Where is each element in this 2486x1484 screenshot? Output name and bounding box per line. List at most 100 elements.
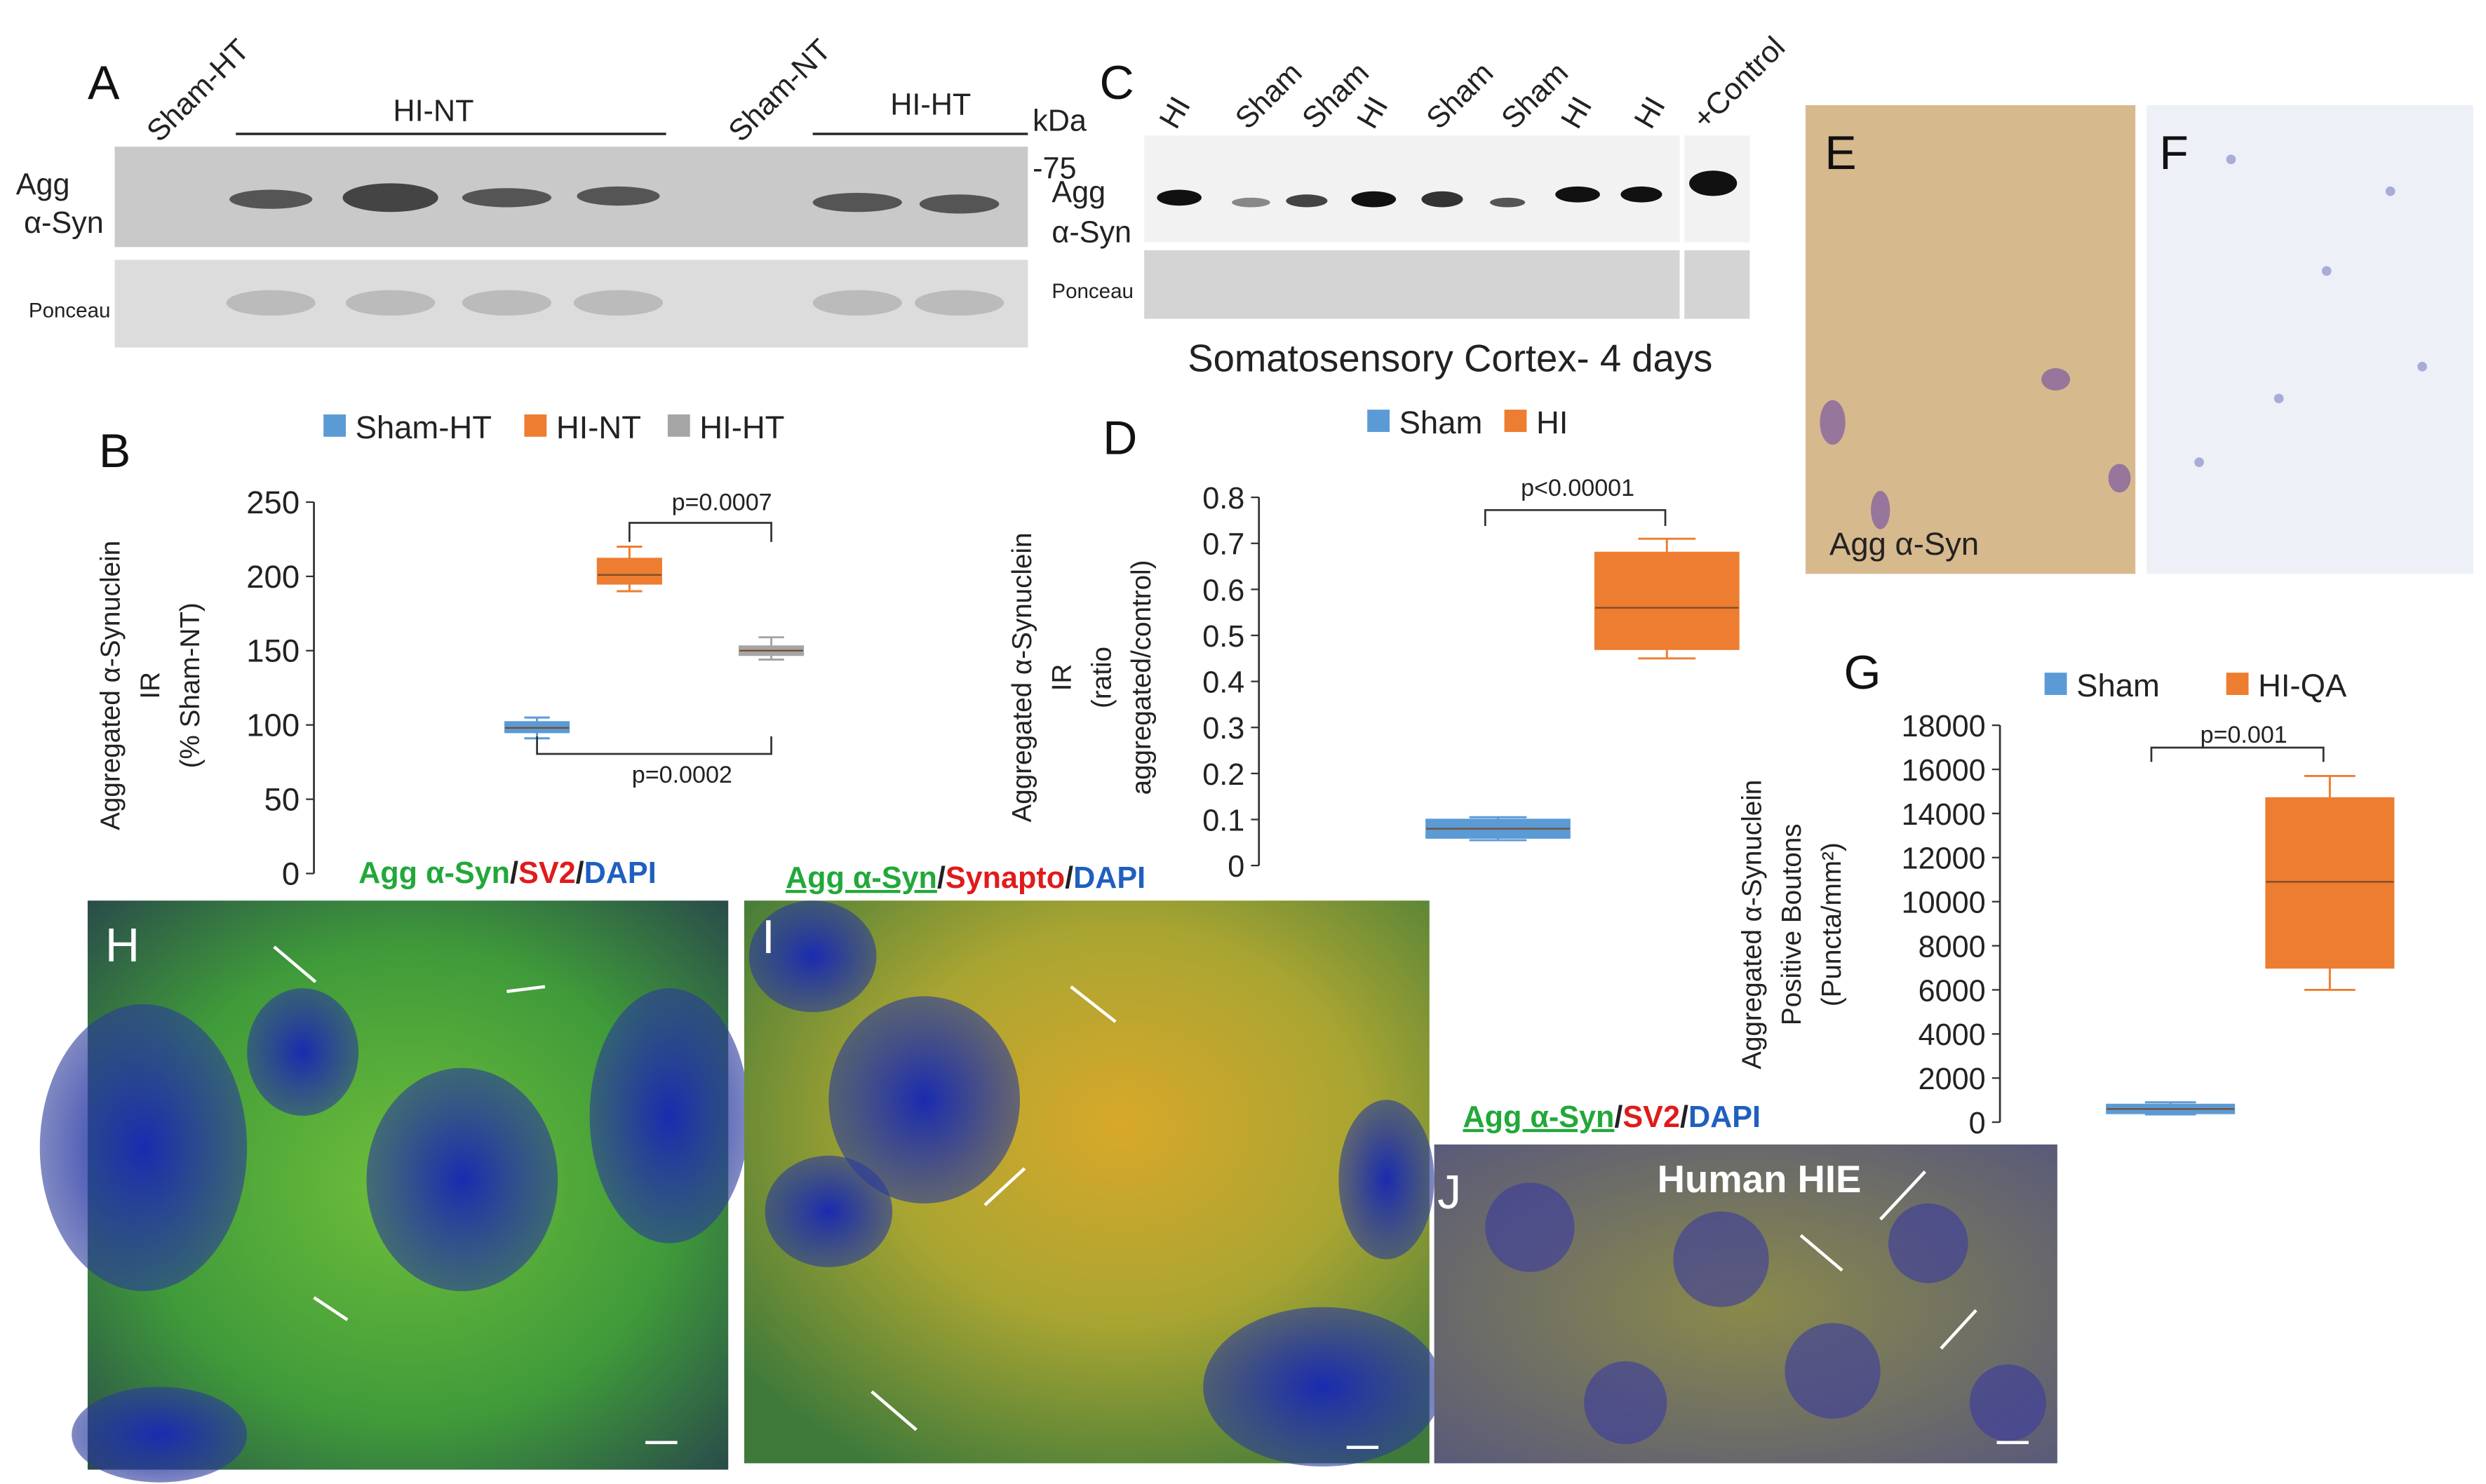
- marker: -75: [1033, 152, 1076, 186]
- legend-swatch: [1504, 410, 1527, 432]
- significance-bracket: [536, 736, 772, 755]
- annotation: p=0.0007: [672, 489, 772, 515]
- y-axis-label: aggregated/control): [1127, 560, 1157, 795]
- y-axis-label: Aggregated α-Synuclein: [1007, 532, 1037, 822]
- y-tick-label: 0.6: [1202, 574, 1244, 607]
- y-tick-label: 6000: [1919, 974, 1986, 1008]
- blot: [1144, 135, 1680, 243]
- legend-swatch: [524, 414, 547, 437]
- arrows: [273, 945, 2029, 1449]
- panel-letter: B: [99, 424, 130, 478]
- legend-label: Sham-HT: [356, 410, 492, 445]
- lane-labels: HI Sham Sham HI Sham Sham HI HI +Control: [1153, 30, 1792, 135]
- nuclei: [1485, 1182, 2046, 1445]
- panel-letter: C: [1100, 56, 1134, 109]
- ponceau: [1684, 250, 1750, 319]
- legend-label: HI-QA: [2258, 668, 2347, 703]
- box: [1594, 551, 1740, 650]
- group-label: HI-HT: [890, 88, 971, 122]
- y-tick-label: 200: [246, 559, 300, 595]
- stain-label: Agg α-Syn/SV2/DAPI: [1463, 1100, 1761, 1134]
- lane-label: HI: [1628, 91, 1672, 134]
- row-label: α-Syn: [1051, 215, 1131, 249]
- y-axis-label: Positive Boutons: [1777, 823, 1807, 1025]
- y-axis-label: IR: [1047, 664, 1077, 692]
- lane-label: Sham: [1229, 56, 1309, 136]
- caption: Human HIE: [1658, 1158, 1862, 1201]
- panel-letter: F: [2159, 126, 2189, 180]
- y-tick-label: 0.3: [1202, 712, 1244, 746]
- row-label: Agg: [16, 168, 70, 201]
- annotation: p=0.001: [2201, 722, 2287, 748]
- nuclei: [748, 900, 1442, 1466]
- y-tick-label: 0.4: [1202, 666, 1244, 700]
- chart-title: Somatosensory Cortex- 4 days: [1188, 337, 1712, 380]
- y-tick-label: 18000: [1902, 710, 1986, 743]
- stain-label: Agg α-Syn/SV2/DAPI: [358, 856, 657, 890]
- y-tick-label: 2000: [1919, 1063, 1986, 1096]
- lane-label: Sham-HT: [140, 33, 255, 149]
- panel-letter: H: [105, 918, 140, 971]
- y-axis-label: (% Sham-NT): [175, 602, 206, 768]
- annotation: p=0.0002: [632, 762, 732, 788]
- y-tick-label: 150: [246, 633, 300, 669]
- significance-bracket: [628, 522, 772, 542]
- ponceau: [1144, 250, 1680, 319]
- y-tick-label: 50: [264, 781, 300, 817]
- legend-label: HI-HT: [699, 410, 784, 445]
- cells: [2194, 154, 2427, 467]
- ihc-image: [2146, 105, 2473, 574]
- y-tick-label: 16000: [1902, 754, 1986, 788]
- y-axis-label: (Puncta/mm²): [1817, 842, 1847, 1006]
- y-tick-label: 0: [1228, 850, 1244, 884]
- y-tick-label: 4000: [1919, 1018, 1986, 1052]
- y-axis-label: Aggregated α-Synuclein: [1737, 780, 1767, 1070]
- y-tick-label: 12000: [1902, 842, 1986, 876]
- lane-label: Sham-NT: [723, 33, 838, 149]
- y-tick-label: 0: [1969, 1107, 1986, 1140]
- lane-label: HI: [1554, 91, 1599, 134]
- panel-letter: A: [88, 56, 120, 109]
- loading-label: Ponceau: [1051, 280, 1134, 303]
- box: [596, 558, 662, 585]
- legend-label: Sham: [1399, 405, 1483, 440]
- group-label: HI-NT: [393, 95, 473, 128]
- y-tick-label: 0.1: [1202, 804, 1244, 837]
- significance-bracket: [1484, 508, 1667, 527]
- panel-letter: D: [1103, 412, 1137, 465]
- legend-label: HI-NT: [556, 410, 641, 445]
- row-label: Agg: [1051, 176, 1106, 210]
- panel-letter: J: [1437, 1166, 1461, 1219]
- y-tick-label: 0.2: [1202, 758, 1244, 792]
- y-axis-label: IR: [135, 672, 166, 699]
- legend-swatch: [1367, 410, 1390, 432]
- legend-label: Sham: [2076, 668, 2160, 703]
- y-tick-label: 100: [246, 708, 300, 743]
- lane-label: +Control: [1686, 30, 1792, 135]
- box: [2265, 797, 2395, 969]
- y-axis-label: (ratio: [1087, 647, 1117, 708]
- cells: [1820, 368, 2131, 529]
- stain-label: Agg α-Syn/Synapto/DAPI: [786, 861, 1145, 895]
- significance-bracket: [2150, 746, 2325, 762]
- legend-swatch: [667, 414, 690, 437]
- row-label: α-Syn: [24, 206, 104, 240]
- y-axis-label: Aggregated α-Synuclein: [95, 541, 126, 830]
- legend-swatch: [2226, 673, 2249, 695]
- nuclei: [39, 988, 749, 1483]
- panel-letter: I: [762, 910, 775, 964]
- lane-label: Sham: [1495, 56, 1575, 136]
- y-tick-label: 0.7: [1202, 528, 1244, 562]
- ihc-label: Agg α-Syn: [1829, 526, 1979, 562]
- annotation: p<0.00001: [1521, 475, 1634, 501]
- ihc-image: [1805, 105, 2136, 574]
- lane-label: HI: [1153, 91, 1197, 134]
- y-tick-label: 14000: [1902, 798, 1986, 832]
- legend-label: HI: [1536, 405, 1568, 440]
- y-tick-label: 10000: [1902, 886, 1986, 920]
- ponceau-bands: [226, 290, 1005, 316]
- y-tick-label: 0.5: [1202, 620, 1244, 654]
- y-tick-label: 8000: [1919, 930, 1986, 964]
